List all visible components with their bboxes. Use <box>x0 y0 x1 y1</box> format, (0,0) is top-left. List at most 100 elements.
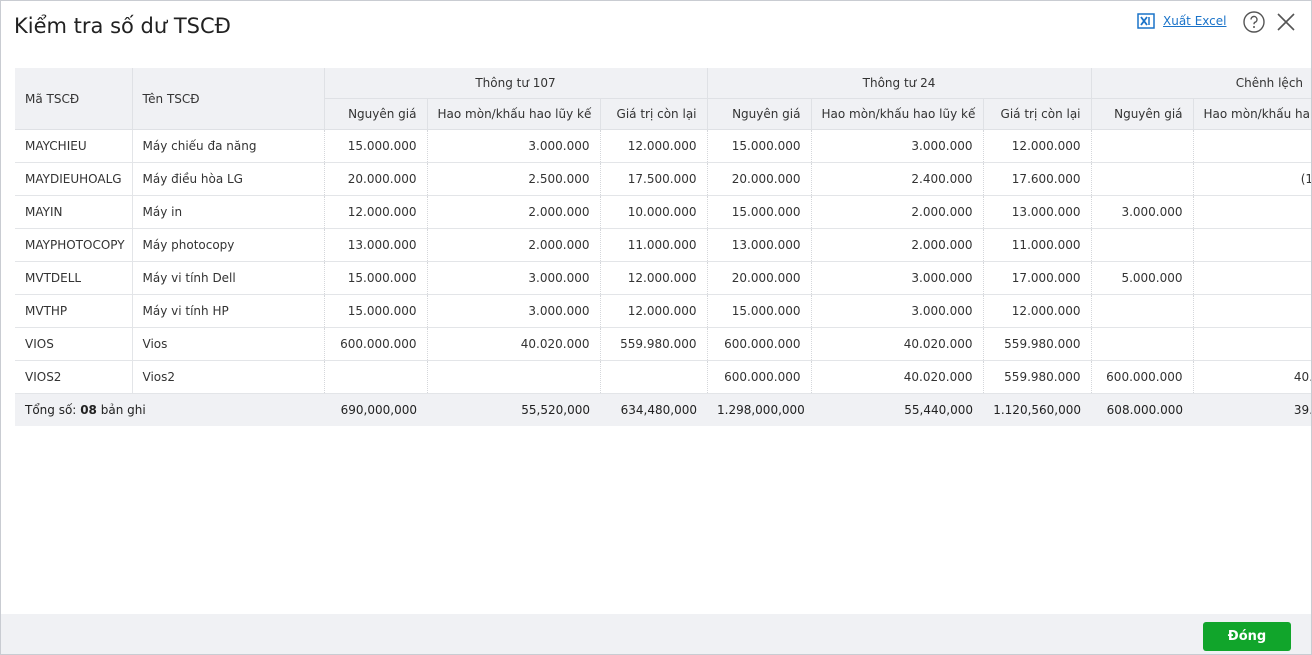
close-dialog-button[interactable]: Đóng <box>1203 622 1291 651</box>
amount-cell: 3.000.000 <box>426 294 600 328</box>
amount-cell: 20.000.000 <box>706 261 811 295</box>
amount-cell <box>1192 294 1311 328</box>
amount-cell: 2.500.000 <box>426 162 600 196</box>
column-header: Nguyên giá <box>1090 98 1194 130</box>
subheader-row: Nguyên giá Hao mòn/khấu hao lũy kế Giá trị… <box>15 98 1311 130</box>
amount-cell <box>1192 261 1311 295</box>
column-header: Hao mòn/khấu hao lũy kế <box>426 98 600 130</box>
text-cell: MVTDELL <box>15 261 132 295</box>
amount-cell: 600.000.000 <box>706 327 811 361</box>
amount-cell: 13.000.000 <box>982 195 1092 229</box>
total-prefix: Tổng số: <box>25 403 77 417</box>
amount-cell: 2.000.000 <box>426 228 600 262</box>
text-cell: MAYCHIEU <box>15 129 132 163</box>
data-row: MVTDELL Máy vi tính Dell 15.000.000 3.000.0… <box>15 261 1311 295</box>
amount-cell: 559.980.000 <box>982 360 1092 394</box>
amount-cell <box>1192 327 1311 361</box>
amount-cell: 15.000.000 <box>323 129 427 163</box>
column-header: Nguyên giá <box>706 98 811 130</box>
amount-cell <box>1090 294 1194 328</box>
text-cell: VIOS <box>15 327 132 361</box>
excel-icon <box>1137 13 1155 29</box>
text-cell: Máy photocopy <box>131 228 324 262</box>
amount-cell: 15.000.000 <box>323 261 427 295</box>
amount-cell: 3.000.000 <box>810 129 983 163</box>
group-header: Thông tư 24 <box>706 68 1092 99</box>
amount-cell: 13.000.000 <box>323 228 427 262</box>
column-header: Hao mòn/khấu hao lũy kế <box>810 98 983 130</box>
footer-bar: Đóng <box>1 614 1311 654</box>
amount-cell: 2.000.000 <box>810 228 983 262</box>
text-cell: Máy vi tính Dell <box>131 261 324 295</box>
amount-cell: 600.000.000 <box>1090 360 1194 394</box>
asset-table: Mã TSCĐ Tên TSCĐ Thông tư 107 Thông tư 24 Ch… <box>15 68 1311 426</box>
amount-cell: 559.980.000 <box>599 327 707 361</box>
column-header: Nguyên giá <box>323 98 427 130</box>
text-cell: MAYIN <box>15 195 132 229</box>
total-row: Tổng số: 08 bản ghi 690,000,000 55,520,000… <box>15 393 1311 426</box>
help-button[interactable] <box>1242 10 1266 34</box>
total-amount: 1.298,000,000 <box>707 393 811 426</box>
data-row: VIOS2 Vios2 600.000.000 40.020.000 559.980.0… <box>15 360 1311 394</box>
data-row: VIOS Vios 600.000.000 40.020.000 559.980.000… <box>15 327 1311 361</box>
header-row: Mã TSCĐ Tên TSCĐ Thông tư 107 Thông tư 24 Ch… <box>15 68 1311 130</box>
amount-cell: 3.000.000 <box>426 261 600 295</box>
text-cell: Máy điều hòa LG <box>131 162 324 196</box>
amount-cell: 12.000.000 <box>599 294 707 328</box>
data-row: MAYCHIEU Máy chiếu đa năng 15.000.000 3.000… <box>15 129 1311 163</box>
total-amount: 55,520,000 <box>427 393 600 426</box>
amount-cell <box>1090 228 1194 262</box>
total-amount: 608.000.000 <box>1091 393 1194 426</box>
amount-cell: 3.000.000 <box>810 261 983 295</box>
amount-cell <box>1090 327 1194 361</box>
export-excel[interactable]: Xuất Excel <box>1137 12 1227 30</box>
amount-cell <box>599 360 707 394</box>
amount-cell: 3.000.000 <box>810 294 983 328</box>
export-label[interactable]: Xuất Excel <box>1163 14 1227 28</box>
group-header: Chênh lệch <box>1090 68 1311 99</box>
amount-cell: 17.500.000 <box>599 162 707 196</box>
total-amount: 634,480,000 <box>600 393 707 426</box>
amount-cell <box>1090 129 1194 163</box>
column-header: Mã TSCĐ <box>15 68 132 130</box>
text-cell: MVTHP <box>15 294 132 328</box>
amount-cell <box>426 360 600 394</box>
amount-cell: (1 <box>1192 162 1311 196</box>
amount-cell: 17.600.000 <box>982 162 1092 196</box>
amount-cell: 17.000.000 <box>982 261 1092 295</box>
amount-cell: 2.000.000 <box>426 195 600 229</box>
dialog-title: Kiểm tra số dư TSCĐ <box>14 14 231 38</box>
column-header: Giá trị còn lại <box>982 98 1092 130</box>
column-header: Hao mòn/khấu ha <box>1192 98 1311 130</box>
amount-cell: 40.020.000 <box>426 327 600 361</box>
amount-cell: 3.000.000 <box>1090 195 1194 229</box>
amount-cell: 12.000.000 <box>599 129 707 163</box>
amount-cell: 12.000.000 <box>323 195 427 229</box>
text-cell: Máy chiếu đa năng <box>131 129 324 163</box>
text-cell: MAYDIEUHOALG <box>15 162 132 196</box>
data-row: MAYDIEUHOALG Máy điều hòa LG 20.000.000 2.5… <box>15 162 1311 196</box>
data-row: MAYPHOTOCOPY Máy photocopy 13.000.000 2.000… <box>15 228 1311 262</box>
table-container: Mã TSCĐ Tên TSCĐ Thông tư 107 Thông tư 24 Ch… <box>15 68 1311 426</box>
amount-cell: 40. <box>1192 360 1311 394</box>
amount-cell: 40.020.000 <box>810 327 983 361</box>
text-cell: VIOS2 <box>15 360 132 394</box>
amount-cell: 600.000.000 <box>706 360 811 394</box>
amount-cell: 5.000.000 <box>1090 261 1194 295</box>
close-button[interactable] <box>1275 11 1297 33</box>
amount-cell: 15.000.000 <box>706 129 811 163</box>
amount-cell: 12.000.000 <box>599 261 707 295</box>
text-cell: Máy in <box>131 195 324 229</box>
amount-cell: 11.000.000 <box>982 228 1092 262</box>
amount-cell: 3.000.000 <box>426 129 600 163</box>
amount-cell: 12.000.000 <box>982 294 1092 328</box>
total-unit: bản ghi <box>100 403 146 417</box>
amount-cell <box>1192 129 1311 163</box>
amount-cell: 15.000.000 <box>706 294 811 328</box>
amount-cell: 20.000.000 <box>706 162 811 196</box>
amount-cell: 20.000.000 <box>323 162 427 196</box>
amount-cell: 40.020.000 <box>810 360 983 394</box>
amount-cell: 15.000.000 <box>706 195 811 229</box>
amount-cell: 2.000.000 <box>810 195 983 229</box>
